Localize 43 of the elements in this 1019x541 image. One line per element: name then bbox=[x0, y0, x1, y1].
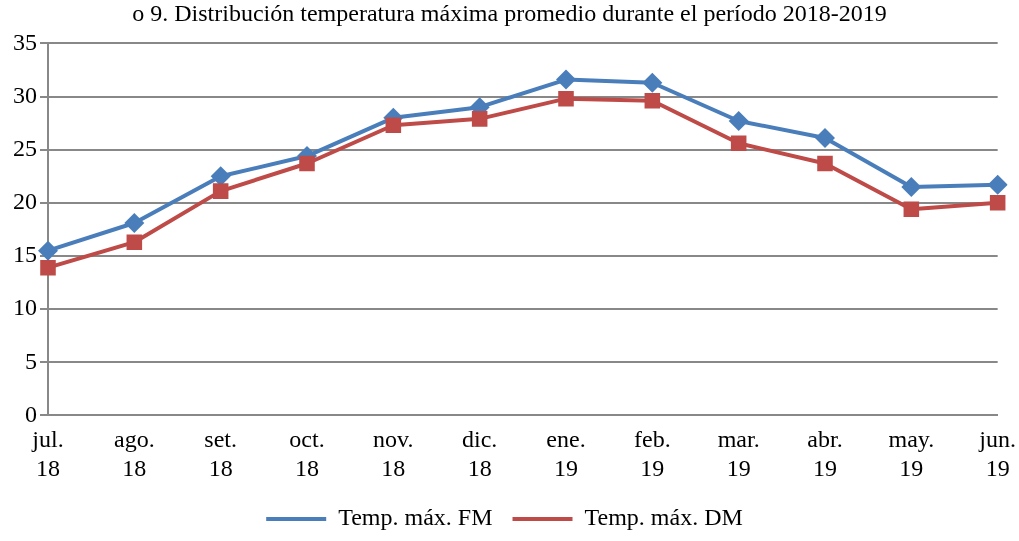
point bbox=[556, 69, 576, 90]
x-tick-label: ago. 18 bbox=[114, 426, 155, 481]
x-tick-label: nov. 18 bbox=[373, 426, 414, 481]
y-tick-label: 15 bbox=[13, 241, 37, 268]
x-tick-label: set. 18 bbox=[204, 426, 237, 481]
legend-label: Temp. máx. DM bbox=[584, 504, 743, 531]
point bbox=[299, 155, 315, 172]
point bbox=[644, 93, 661, 109]
point bbox=[987, 174, 1008, 195]
point bbox=[730, 135, 747, 152]
y-tick-label: 20 bbox=[13, 188, 37, 215]
x-tick-label: abr. 19 bbox=[807, 426, 843, 481]
point bbox=[989, 195, 1006, 211]
point bbox=[212, 183, 229, 199]
point bbox=[901, 176, 922, 197]
x-tick-label: may. 19 bbox=[888, 426, 935, 481]
point bbox=[124, 213, 145, 234]
point bbox=[817, 155, 833, 172]
point bbox=[558, 90, 574, 107]
point bbox=[38, 240, 58, 261]
y-tick-label: 35 bbox=[13, 28, 37, 55]
point bbox=[903, 201, 920, 217]
point bbox=[815, 127, 835, 148]
point bbox=[642, 72, 663, 93]
point bbox=[385, 117, 402, 134]
point bbox=[471, 111, 488, 127]
y-tick-label: 30 bbox=[13, 81, 37, 108]
y-tick-label: 25 bbox=[13, 134, 37, 161]
chart-title: o 9. Distribución temperatura máxima promedio durante el período 2018-2019 bbox=[131, 0, 888, 26]
point bbox=[728, 110, 749, 131]
x-tick-label: dic. 18 bbox=[462, 426, 498, 481]
x-tick-label: mar. 19 bbox=[717, 426, 760, 481]
point bbox=[126, 234, 143, 250]
x-tick-label: ene. 19 bbox=[546, 426, 586, 481]
x-tick-label: oct. 18 bbox=[289, 426, 325, 481]
point bbox=[40, 259, 56, 276]
y-tick-label: 10 bbox=[13, 294, 37, 321]
x-tick-label: feb. 19 bbox=[634, 426, 671, 481]
x-tick-label: jun. 19 bbox=[978, 426, 1016, 481]
y-tick-label: 5 bbox=[25, 347, 37, 374]
legend-label: Temp. máx. FM bbox=[338, 504, 493, 531]
x-tick-label: jul. 18 bbox=[31, 426, 64, 481]
y-tick-label: 0 bbox=[25, 400, 37, 427]
